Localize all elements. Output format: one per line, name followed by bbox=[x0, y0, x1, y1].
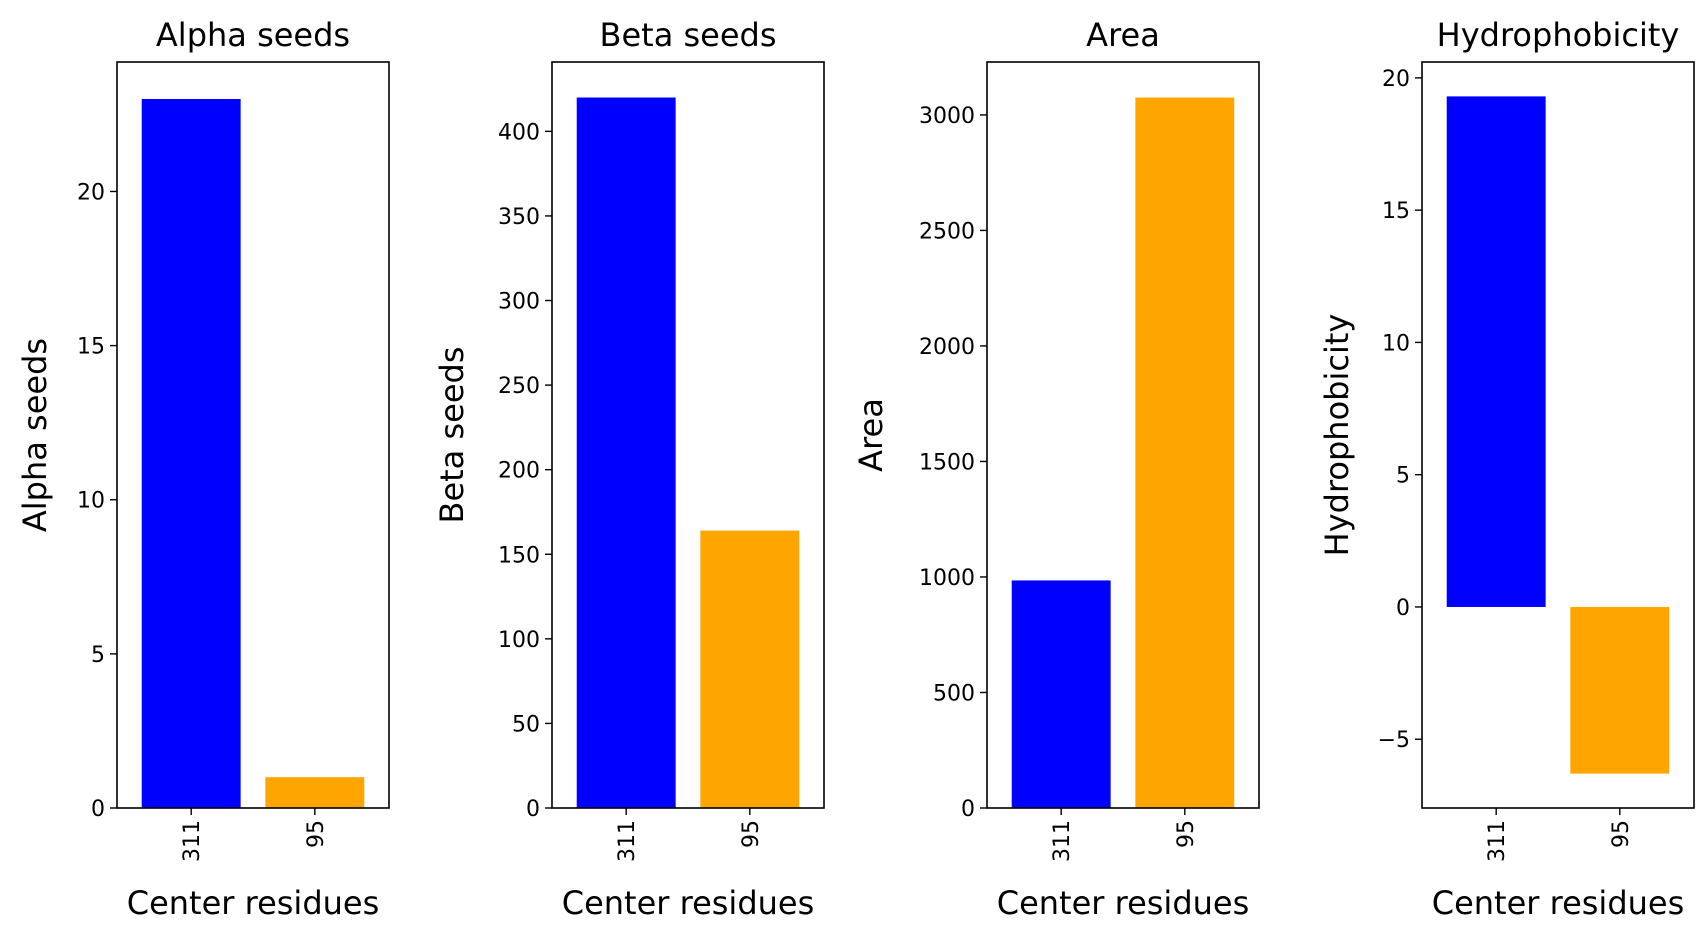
bar-311 bbox=[1011, 580, 1111, 808]
y-tick-label: 350 bbox=[498, 205, 540, 230]
x-tick-label: 95 bbox=[1174, 820, 1199, 848]
x-tick-label: 95 bbox=[1609, 820, 1634, 848]
y-axis-label: Hydrophobicity bbox=[1318, 314, 1356, 557]
y-axis-label: Beta seeds bbox=[433, 347, 471, 524]
y-tick-label: 300 bbox=[498, 290, 540, 315]
bar-95 bbox=[1135, 97, 1235, 809]
y-tick-label: 200 bbox=[498, 459, 540, 484]
bar-311 bbox=[576, 97, 676, 809]
y-tick-label: 2000 bbox=[919, 335, 975, 360]
y-axis-label: Area bbox=[852, 398, 890, 472]
x-axis-label: Center residues bbox=[997, 884, 1250, 922]
chart-panel-4: −5 0 5 10 15 20 311 95 Hydrophobicity Center resi… bbox=[1318, 16, 1695, 922]
chart-title: Alpha seeds bbox=[156, 16, 350, 54]
bar-95 bbox=[700, 530, 800, 808]
x-axis-label: Center residues bbox=[562, 884, 815, 922]
x-tick-label: 311 bbox=[1485, 820, 1510, 862]
axes-frame bbox=[116, 61, 390, 809]
y-tick-label: 0 bbox=[526, 797, 540, 822]
chart-title: Hydrophobicity bbox=[1437, 16, 1680, 54]
chart-panel-3: 0 500 1000 1500 2000 2500 3000 311 95 Area Center … bbox=[852, 16, 1260, 922]
bar-311 bbox=[1446, 96, 1546, 607]
y-tick-label: 15 bbox=[77, 335, 105, 360]
bar-95 bbox=[265, 777, 365, 808]
y-tick-label: 5 bbox=[1396, 464, 1410, 489]
x-tick-label: 95 bbox=[304, 820, 329, 848]
y-tick-label: 500 bbox=[933, 681, 975, 706]
y-tick-label: 3000 bbox=[919, 104, 975, 129]
y-tick-label: 150 bbox=[498, 543, 540, 568]
x-tick-label: 311 bbox=[615, 820, 640, 862]
x-tick-label: 311 bbox=[180, 820, 205, 862]
y-tick-label: 0 bbox=[1396, 596, 1410, 621]
x-axis-label: Center residues bbox=[127, 884, 380, 922]
y-axis-label: Alpha seeds bbox=[16, 338, 54, 532]
bar-311 bbox=[141, 98, 241, 808]
x-tick-label: 95 bbox=[739, 820, 764, 848]
y-tick-label: 250 bbox=[498, 374, 540, 399]
x-axis-label: Center residues bbox=[1432, 884, 1685, 922]
y-tick-label: 5 bbox=[91, 643, 105, 668]
chart-panel-2: 0 50 100 150 200 250 300 350 400 311 95 Beta seeds C… bbox=[433, 16, 825, 922]
y-tick-label: 2500 bbox=[919, 219, 975, 244]
chart-title: Beta seeds bbox=[600, 16, 777, 54]
y-tick-label: 10 bbox=[77, 489, 105, 514]
y-tick-label: 50 bbox=[512, 712, 540, 737]
y-tick-label: 20 bbox=[77, 180, 105, 205]
y-tick-label: 0 bbox=[961, 797, 975, 822]
y-tick-label: −5 bbox=[1378, 728, 1410, 753]
y-tick-label: 100 bbox=[498, 628, 540, 653]
y-tick-label: 20 bbox=[1382, 67, 1410, 92]
y-tick-label: 400 bbox=[498, 120, 540, 145]
bar-95 bbox=[1570, 606, 1670, 774]
y-tick-label: 1500 bbox=[919, 450, 975, 475]
axes-frame bbox=[551, 61, 825, 809]
chart-panel-1: 0 5 10 15 20 311 95 Alpha seeds Center residues A… bbox=[16, 16, 390, 922]
y-tick-label: 10 bbox=[1382, 331, 1410, 356]
axes-frame bbox=[986, 61, 1260, 809]
y-tick-label: 1000 bbox=[919, 566, 975, 591]
axes-frame bbox=[1421, 61, 1695, 809]
y-tick-label: 0 bbox=[91, 797, 105, 822]
x-tick-label: 311 bbox=[1050, 820, 1075, 862]
y-tick-label: 15 bbox=[1382, 199, 1410, 224]
chart-title: Area bbox=[1086, 16, 1160, 54]
